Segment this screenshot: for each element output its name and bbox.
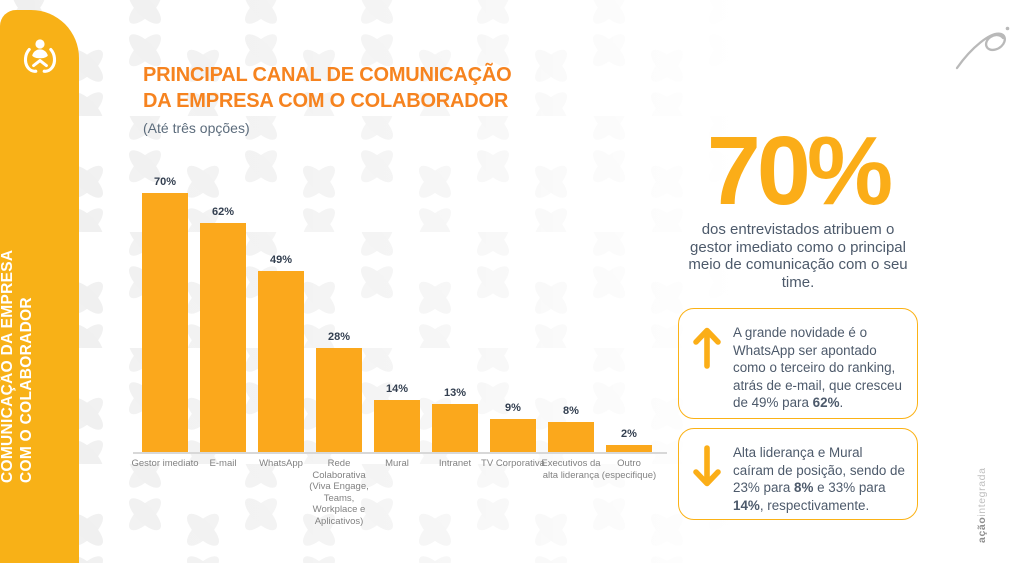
page-title: PRINCIPAL CANAL DE COMUNICAÇÃO DA EMPRES… [143,62,512,114]
bar-category: Intranet [426,458,484,527]
bar-value-label: 8% [563,405,579,418]
bar-column: 70% [136,160,194,452]
bar [606,444,652,452]
bar-value-label: 49% [269,253,293,266]
bar-category: Outro (especifique) [600,458,658,527]
bar-category-label: Gestor imediato [131,458,199,469]
brand-watermark-bold: ação [976,516,988,543]
bar [432,403,478,452]
bar-category: Mural [368,458,426,527]
sidebar-vertical-title-line1: COMUNICAÇÃO DA EMPRESA [0,249,16,483]
bar-category-label: Mural [385,458,409,469]
bar-column: 9% [484,160,542,452]
bar-category-label: Rede Colaborativa (Viva Engage, Teams, Workp… [309,458,369,527]
brand-watermark: açãointegrada [976,467,988,543]
bar [548,422,594,452]
bar-value-label: 28% [327,331,351,344]
bar-column: 28% [310,160,368,452]
callout-text: A grande novidade é o WhatsApp ser apont… [733,325,902,411]
bar-category: WhatsApp [252,458,310,527]
chart-x-axis-line [133,452,667,454]
bar-category-label: Executivos da alta liderança [541,458,601,481]
bar-column: 13% [426,160,484,452]
bar-category-label: WhatsApp [259,458,303,469]
arrow-up-icon [693,327,721,369]
bar-category: TV Corporativa [481,458,545,527]
hands-holding-person-icon [23,39,57,73]
callout-text: Alta liderança e Mural caíram de posição… [733,445,905,513]
bar [490,418,536,452]
chart-bars: 70% 62% 49% 28% 14% 13% 9% 8% 2% [136,160,658,452]
bar [374,400,420,452]
swoosh-logo-icon [955,26,1010,70]
bar-category-label: Outro (especifique) [601,458,657,481]
callout-whatsapp-growth: A grande novidade é o WhatsApp ser apont… [678,308,918,419]
bar-value-label: 62% [211,205,235,218]
bar-value-label: 70% [153,176,177,188]
bar-category: E-mail [194,458,252,527]
bar [142,193,188,452]
header: PRINCIPAL CANAL DE COMUNICAÇÃO DA EMPRES… [143,62,512,136]
page-title-line1: PRINCIPAL CANAL DE COMUNICAÇÃO [143,64,512,86]
arrow-down-icon [693,445,721,487]
bar-category: Rede Colaborativa (Viva Engage, Teams, Workp… [309,458,369,527]
bar-column: 8% [542,160,600,452]
bar-value-label: 9% [505,401,521,414]
sidebar-vertical-title-line2: COM O COLABORADOR [18,297,35,483]
callout-rank-drop: Alta liderança e Mural caíram de posição… [678,428,918,520]
bar [258,270,304,452]
bar-column: 14% [368,160,426,452]
bar-column: 62% [194,160,252,452]
bar-category: Gestor imediato [131,458,198,527]
bar-category-label: E-mail [209,458,237,469]
sidebar-vertical-title: COMUNICAÇÃO DA EMPRESA COM O COLABORADOR [0,250,36,483]
chart-category-labels: Gestor imediato E-mail WhatsApp Rede Colabor… [131,458,658,527]
bar [316,348,362,452]
bar-value-label: 2% [621,427,637,440]
page-subtitle: (Até três opções) [143,120,250,136]
bar-value-label: 13% [443,386,467,399]
bar-category: Executivos da alta liderança [541,458,600,527]
bar-category-label: TV Corporativa [481,458,545,469]
bar-value-label: 14% [385,383,409,396]
bar-category-label: Intranet [438,458,472,469]
big-stat-description: dos entrevistados atribuem o gestor imedi… [688,221,908,291]
bar-column: 2% [600,160,658,452]
bar-column: 49% [252,160,310,452]
brand-watermark-light: integrada [976,467,988,517]
sidebar: COMUNICAÇÃO DA EMPRESA COM O COLABORADOR [0,10,79,563]
bar-chart: 70% 62% 49% 28% 14% 13% 9% 8% 2% Gestor imediato… [131,160,667,527]
bar [200,222,246,452]
page-title-line2: DA EMPRESA COM O COLABORADOR [143,90,509,112]
big-stat-value: 70% [706,116,893,225]
